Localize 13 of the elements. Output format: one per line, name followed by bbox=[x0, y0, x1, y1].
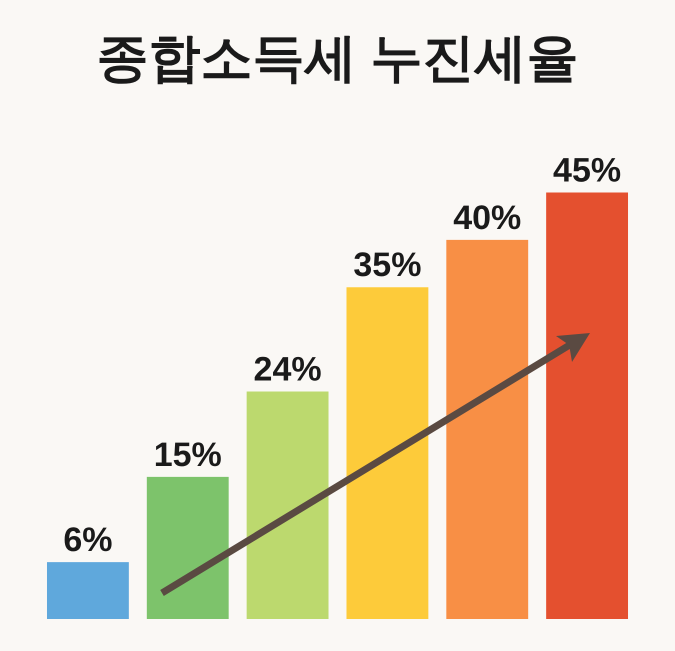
data-label: 45% bbox=[553, 151, 622, 190]
chart-title: 종합소득세 누진세율 bbox=[96, 29, 579, 88]
bar bbox=[346, 287, 428, 619]
bar bbox=[146, 476, 229, 619]
bar bbox=[46, 562, 129, 619]
data-label: 35% bbox=[353, 246, 422, 284]
bar bbox=[546, 192, 628, 619]
data-label: 40% bbox=[453, 198, 522, 237]
data-label: 24% bbox=[254, 350, 322, 389]
data-label: 6% bbox=[63, 521, 112, 560]
bar bbox=[246, 392, 329, 619]
bar bbox=[446, 240, 528, 619]
data-label: 15% bbox=[154, 436, 222, 474]
